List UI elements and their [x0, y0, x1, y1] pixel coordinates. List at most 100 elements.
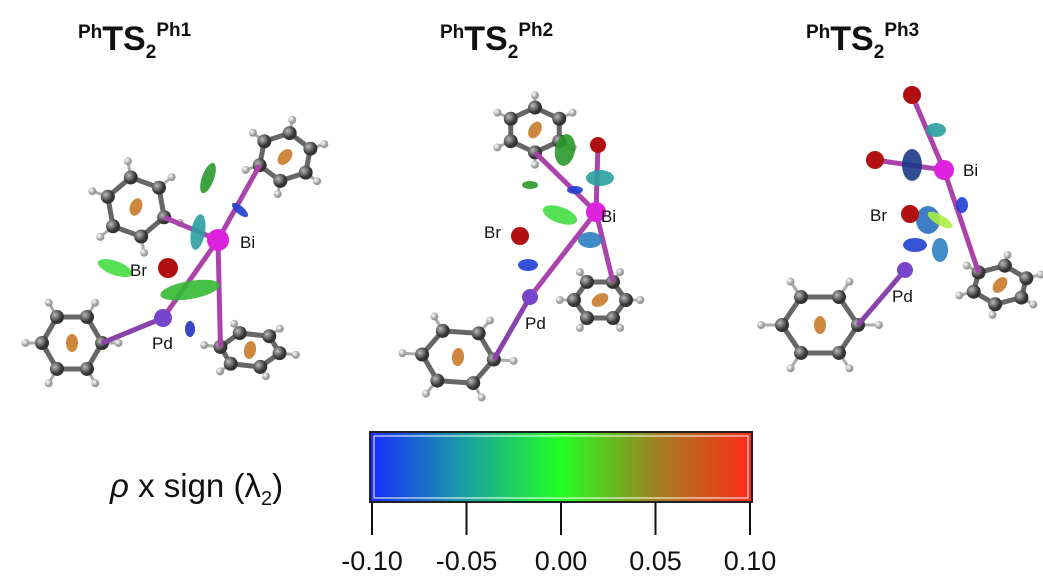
nci-surface: [185, 321, 195, 337]
atom: [216, 367, 225, 376]
atom: [123, 170, 138, 185]
atom: [511, 227, 529, 245]
atom: [606, 311, 620, 326]
atom: [1036, 270, 1043, 279]
panel-title: PhTS2Ph3: [806, 20, 919, 63]
colorbar-ticks: -0.10 -0.05 0.00 0.05 0.10: [341, 502, 776, 576]
atom: [44, 379, 53, 388]
atom: [50, 361, 64, 376]
atom: [80, 361, 94, 376]
atom: [303, 141, 318, 156]
atom: [167, 173, 176, 182]
atom: [575, 323, 584, 332]
colorbar-label: ρ x sign (λ2): [109, 467, 283, 510]
atom: [580, 311, 594, 326]
nci-surface: [927, 211, 953, 229]
atom-label: Bi: [240, 233, 255, 252]
atom: [158, 258, 178, 278]
atom: [151, 180, 166, 195]
atom: [845, 277, 854, 286]
atom: [575, 268, 584, 277]
atom: [997, 258, 1012, 273]
atom: [832, 290, 846, 305]
atom: [114, 339, 123, 347]
atom: [590, 137, 606, 153]
atom: [207, 229, 229, 251]
tick-label: 0.10: [724, 546, 777, 576]
atom: [435, 323, 450, 338]
atom: [262, 329, 277, 344]
panel-title: PhTS2Ph2: [440, 20, 553, 63]
nci-surface: [578, 232, 602, 248]
atom: [320, 140, 329, 149]
nci-surface: [522, 181, 538, 189]
nci-surface: [542, 205, 578, 225]
atom: [567, 293, 581, 307]
atom: [230, 319, 239, 328]
atom: [531, 91, 539, 100]
nci-surface: [567, 186, 583, 194]
nci-surface: [190, 214, 206, 250]
atom: [503, 111, 518, 126]
tick-label: 0.00: [535, 546, 588, 576]
bond: [528, 210, 598, 299]
atom: [874, 321, 883, 329]
atom: [430, 312, 439, 321]
atom: [232, 326, 247, 341]
atom-label: Pd: [152, 334, 173, 353]
atom: [794, 345, 808, 360]
atom-label: Pd: [525, 314, 546, 333]
atom: [471, 326, 486, 341]
atom: [35, 336, 49, 350]
atom: [421, 389, 430, 398]
atom: [88, 187, 97, 196]
atom: [845, 364, 854, 373]
nci-surface: [586, 170, 614, 186]
nci-surface: [926, 123, 946, 137]
atom: [552, 111, 567, 126]
panel-title: PhTS2Ph1: [78, 20, 192, 63]
atom: [261, 372, 270, 381]
atom: [636, 296, 645, 304]
atom-label: Br: [130, 261, 147, 280]
bond: [941, 169, 981, 274]
nci-surface: [554, 134, 576, 166]
bond: [533, 150, 598, 214]
bond: [215, 164, 262, 242]
atom: [580, 274, 594, 289]
atom: [988, 310, 997, 319]
atom: [794, 290, 808, 305]
atom: [253, 359, 268, 374]
atom: [21, 339, 30, 347]
atom-label: Br: [484, 223, 501, 242]
nci-surface: [591, 293, 609, 307]
colorbar-inner: [373, 435, 749, 499]
atom: [430, 373, 445, 388]
atom: [134, 229, 149, 244]
nci-surface: [956, 197, 968, 213]
tick-label: -0.10: [341, 546, 403, 576]
atom: [257, 134, 272, 149]
nci-surface: [902, 149, 922, 181]
atom: [866, 151, 884, 169]
atom-label: Bi: [601, 207, 616, 226]
nci-surface: [160, 279, 220, 301]
atom: [44, 298, 53, 307]
atom: [757, 321, 766, 329]
atom: [1003, 251, 1012, 260]
colorbar: [369, 431, 753, 503]
nci-surface: [814, 316, 826, 334]
nci-surface: [129, 198, 143, 216]
atom: [1029, 300, 1038, 309]
molecules: [21, 86, 1043, 402]
atom: [248, 128, 257, 137]
atom: [1014, 290, 1029, 305]
atom: [106, 219, 121, 234]
atom-labels: Bi Br Pd Bi Br Pd Bi Br Pd: [130, 161, 978, 353]
nci-surface: [518, 259, 538, 271]
atom: [140, 248, 149, 257]
atom: [528, 100, 542, 115]
panel-titles: PhTS2Ph1 PhTS2Ph2 PhTS2Ph3: [78, 20, 919, 63]
atom: [966, 284, 981, 299]
